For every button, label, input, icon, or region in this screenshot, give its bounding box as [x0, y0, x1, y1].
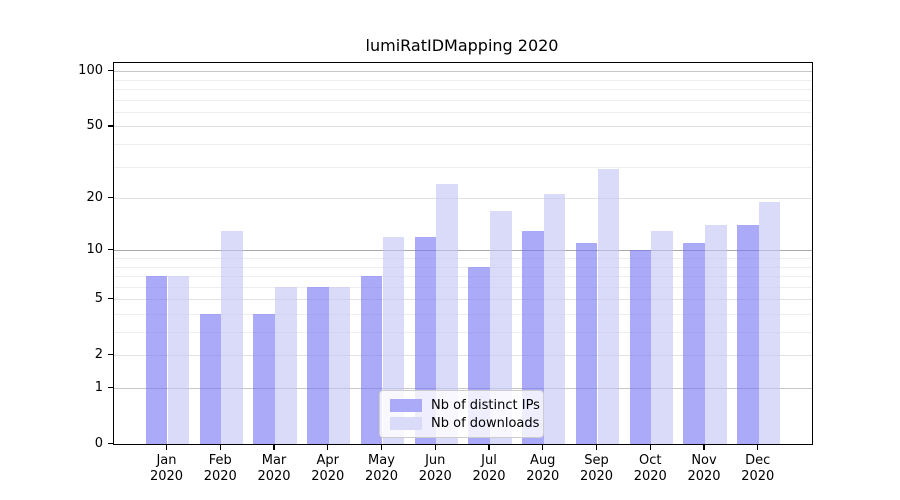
bar-distinct-ips-apr	[307, 286, 329, 444]
y-tick-label-10: 10	[86, 241, 103, 257]
plot-area: Nb of distinct IPs Nb of downloads	[113, 62, 813, 445]
legend-swatch-downloads	[390, 416, 422, 430]
gridline-y-7	[114, 276, 812, 278]
x-tick-mark-may	[380, 444, 383, 450]
y-tick-mark-50	[108, 125, 113, 127]
gridline-y-30	[114, 166, 812, 168]
bar-downloads-jul	[490, 210, 512, 444]
bar-distinct-ips-may	[360, 276, 383, 444]
x-tick-label-dec: Dec 2020	[741, 452, 775, 484]
bar-distinct-ips-jan	[145, 276, 168, 444]
x-tick-mark-oct	[649, 444, 651, 450]
legend: Nb of distinct IPs Nb of downloads	[379, 390, 544, 438]
x-tick-mark-dec	[757, 444, 759, 450]
x-tick-label-feb: Feb 2020	[203, 452, 237, 484]
bar-downloads-mar	[275, 286, 297, 444]
legend-label-downloads: Nb of downloads	[431, 415, 540, 431]
bar-downloads-apr	[328, 286, 351, 444]
y-tick-label-5: 5	[94, 290, 103, 306]
gridline-y-8	[114, 266, 812, 268]
bar-downloads-nov	[705, 225, 727, 444]
y-tick-label-1: 1	[94, 379, 103, 395]
x-tick-label-may: May 2020	[364, 452, 399, 484]
y-tick-label-2: 2	[94, 346, 103, 362]
gridline-y-80	[114, 89, 812, 91]
x-tick-label-mar: Mar 2020	[257, 452, 291, 484]
bar-distinct-ips-feb	[199, 314, 222, 444]
y-tick-mark-100	[108, 70, 113, 72]
gridline-y-10	[114, 250, 812, 252]
x-tick-label-jun: Jun 2020	[418, 452, 452, 484]
gridline-y-3	[114, 332, 812, 334]
y-tick-mark-2	[108, 354, 113, 356]
gridline-y-40	[114, 144, 812, 146]
y-tick-label-20: 20	[86, 189, 103, 205]
y-tick-label-100: 100	[78, 62, 103, 78]
x-tick-mark-sep	[595, 444, 598, 450]
gridline-y-100	[114, 71, 812, 73]
x-tick-mark-jun	[434, 444, 436, 450]
x-tick-label-aug: Aug 2020	[526, 452, 560, 484]
x-tick-mark-feb	[219, 444, 221, 450]
bar-downloads-sep	[597, 169, 620, 444]
x-tick-label-nov: Nov 2020	[687, 452, 721, 484]
legend-label-distinct-ips: Nb of distinct IPs	[431, 397, 540, 413]
gridline-y-60	[114, 111, 812, 113]
legend-entry-downloads: Nb of downloads	[390, 415, 539, 431]
x-tick-label-sep: Sep 2020	[579, 452, 614, 484]
x-tick-mark-aug	[542, 444, 544, 450]
x-tick-label-apr: Apr 2020	[311, 452, 345, 484]
bar-distinct-ips-dec	[737, 225, 759, 444]
legend-swatch-distinct-ips	[390, 398, 422, 412]
gridline-y-50	[114, 126, 812, 128]
y-tick-label-50: 50	[86, 117, 103, 133]
gridline-y-5	[114, 299, 812, 301]
gridline-y-4	[114, 313, 812, 315]
gridline-y-6	[114, 286, 812, 288]
bar-distinct-ips-nov	[683, 243, 705, 444]
x-tick-mark-jul	[488, 444, 490, 450]
legend-entry-distinct-ips: Nb of distinct IPs	[390, 397, 540, 413]
x-tick-mark-mar	[273, 444, 275, 450]
chart-title: lumiRatIDMapping 2020	[365, 36, 559, 55]
bar-downloads-feb	[221, 230, 243, 444]
x-tick-label-oct: Oct 2020	[633, 452, 667, 484]
gridline-y-1	[114, 388, 812, 389]
gridline-y-20	[114, 198, 812, 200]
y-tick-mark-0	[108, 443, 113, 445]
y-tick-label-0: 0	[94, 435, 103, 451]
x-tick-mark-apr	[327, 444, 329, 450]
gridline-y-90	[114, 79, 812, 81]
bar-downloads-oct	[651, 230, 673, 444]
gridline-y-70	[114, 99, 812, 101]
x-tick-mark-nov	[703, 444, 705, 450]
bar-distinct-ips-mar	[253, 314, 275, 444]
x-tick-label-jul: Jul 2020	[472, 452, 506, 484]
bar-distinct-ips-oct	[629, 250, 652, 444]
x-tick-mark-jan	[165, 444, 168, 450]
gridline-y-2	[114, 355, 812, 357]
bar-downloads-dec	[758, 202, 781, 444]
bar-downloads-jun	[436, 183, 458, 444]
bar-downloads-jan	[167, 276, 190, 444]
y-tick-mark-5	[108, 298, 113, 300]
y-tick-mark-20	[108, 197, 113, 199]
gridline-y-9	[114, 258, 812, 259]
y-tick-mark-10	[108, 249, 113, 251]
bar-downloads-aug	[543, 194, 566, 444]
bar-distinct-ips-sep	[575, 243, 598, 444]
y-tick-mark-1	[108, 387, 113, 389]
x-tick-label-jan: Jan 2020	[149, 452, 184, 484]
